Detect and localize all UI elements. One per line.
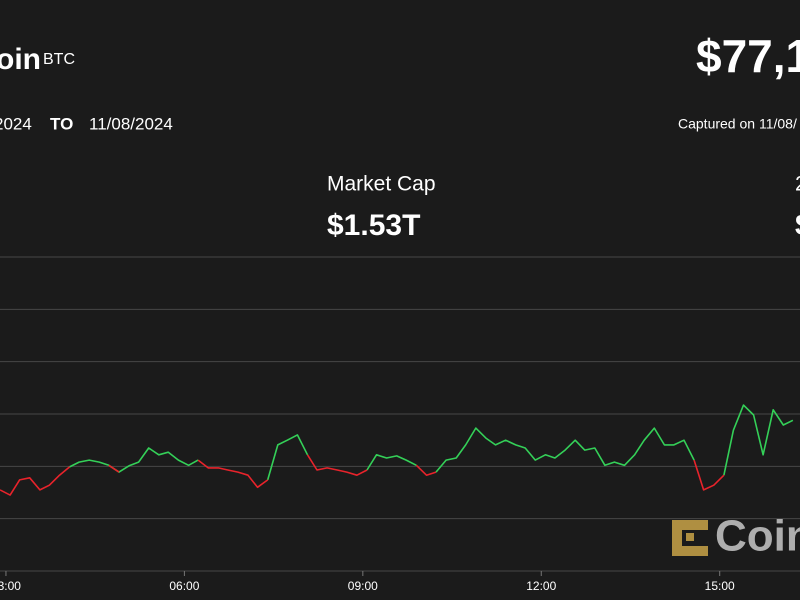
date-to: 11/08/2024 [89,114,173,133]
x-tick-label: 15:00 [705,579,735,593]
stat-value: $1.53T [327,209,420,242]
price-line [0,454,725,496]
x-tick-label: 03:00 [0,579,21,593]
x-tick-label: 06:00 [169,579,199,593]
plot: 03:00 06:00 09:00 12:00 15:00 [0,256,800,593]
x-tick-label: 12:00 [526,579,556,593]
watermark: Coin [672,512,800,561]
x-tick-label: 09:00 [348,579,378,593]
logo: oin [0,43,41,76]
ticker: BTC [43,51,75,68]
stat-label: Market Cap [327,173,436,196]
price-line [69,404,794,481]
watermark-logo [672,520,708,556]
date-from: 2024 [0,114,32,133]
watermark-text: Coin [715,512,800,561]
price: $77,1 [696,30,800,82]
date-to-label: TO [50,114,73,133]
stat-label: 2 [795,173,800,196]
captured: Captured on 11/08/ [678,116,797,132]
stat-value: $ [795,209,800,242]
watermark-logo [686,533,694,541]
